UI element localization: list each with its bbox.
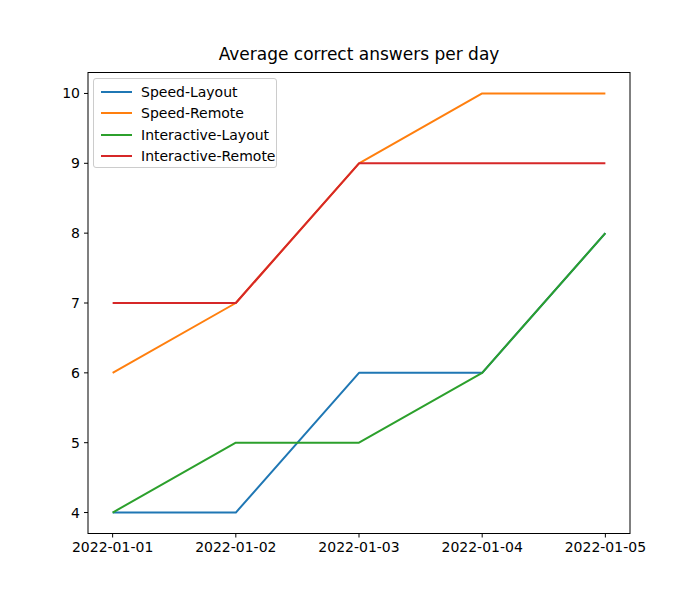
legend-line-sample (101, 134, 132, 136)
x-tick-label: 2022-01-02 (195, 539, 276, 555)
series-line-interactive-remote (113, 163, 606, 303)
y-tick-label: 8 (71, 225, 80, 241)
legend-line-sample (101, 155, 132, 157)
y-tick-label: 5 (71, 435, 80, 451)
y-tick-label: 10 (62, 85, 80, 101)
x-tick-label: 2022-01-05 (565, 539, 646, 555)
y-tick-label: 7 (71, 295, 80, 311)
legend: Speed-Layout Speed-Remote Interactive-Layo… (93, 78, 277, 168)
figure: 2022-01-01 2022-01-02 2022-01-03 2022-01-04… (0, 0, 700, 600)
legend-line-sample (101, 91, 132, 93)
legend-entry: Speed-Layout (94, 81, 276, 103)
legend-label: Interactive-Layout (141, 128, 269, 142)
legend-entry: Interactive-Layout (94, 124, 276, 146)
legend-label: Speed-Remote (141, 106, 244, 120)
x-tick-label: 2022-01-03 (318, 539, 399, 555)
chart-title: Average correct answers per day (88, 46, 630, 63)
legend-entry: Speed-Remote (94, 103, 276, 125)
legend-label: Speed-Layout (141, 85, 238, 99)
legend-label: Interactive-Remote (141, 149, 275, 163)
y-tick-label: 6 (71, 365, 80, 381)
x-tick-label: 2022-01-01 (72, 539, 153, 555)
legend-line-sample (101, 112, 132, 114)
legend-entry: Interactive-Remote (94, 146, 276, 168)
y-tick-label: 4 (71, 505, 80, 521)
x-tick-label: 2022-01-04 (441, 539, 522, 555)
y-tick-label: 9 (71, 155, 80, 171)
